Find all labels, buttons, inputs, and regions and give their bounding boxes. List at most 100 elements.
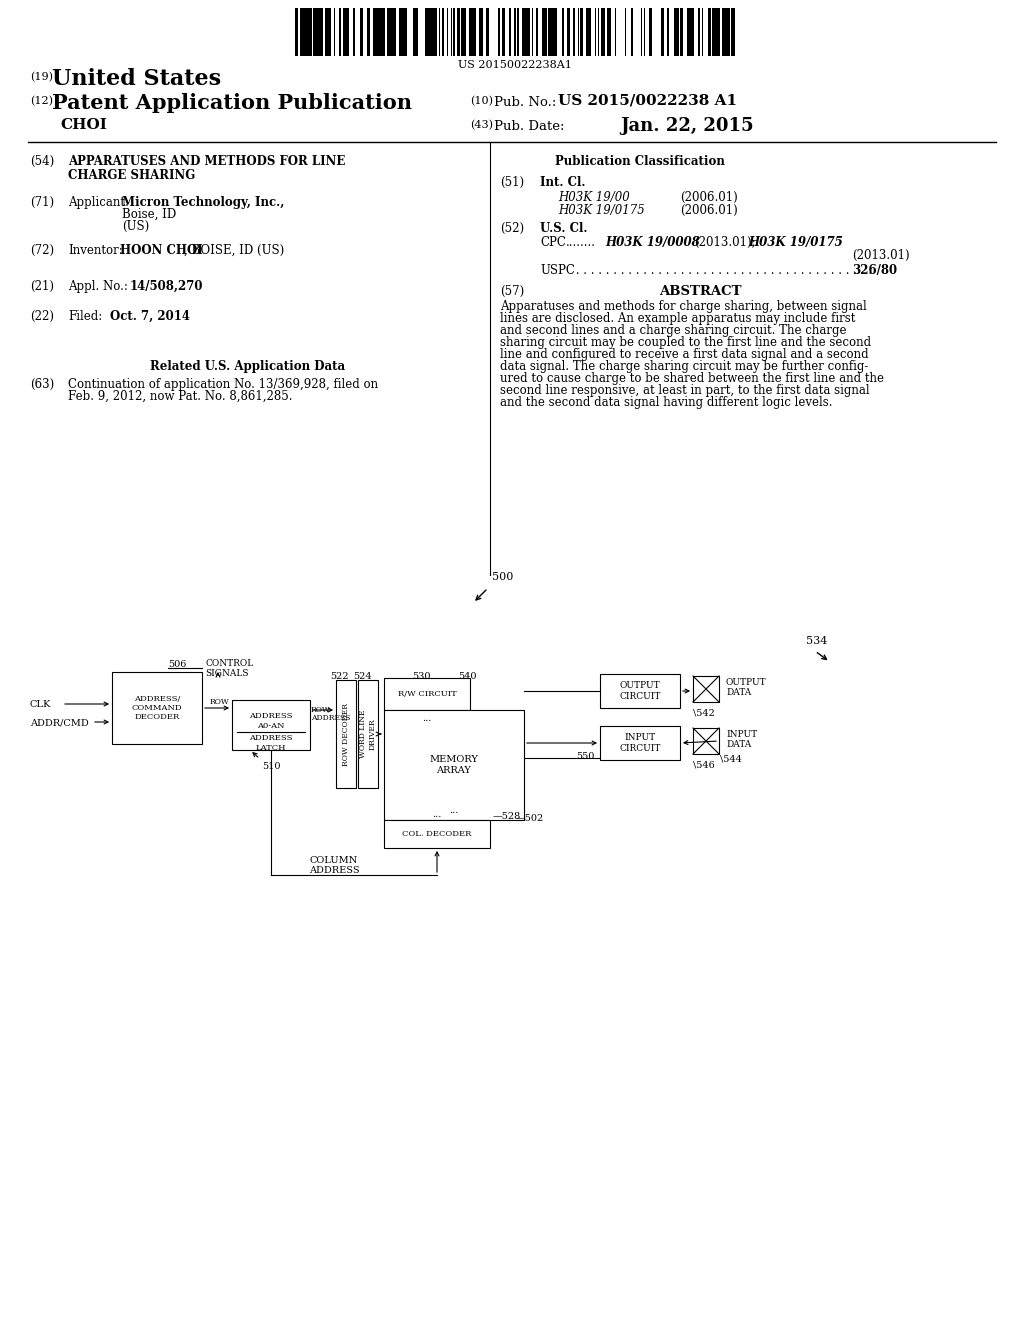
Text: 540: 540: [458, 672, 476, 681]
Bar: [713, 8, 716, 55]
Bar: [414, 8, 416, 55]
Text: (2006.01): (2006.01): [680, 205, 737, 216]
Text: ADDRESS: ADDRESS: [308, 866, 359, 875]
Text: OUTPUT
CIRCUIT: OUTPUT CIRCUIT: [620, 681, 660, 701]
Text: Jan. 22, 2015: Jan. 22, 2015: [620, 117, 754, 135]
Text: Appl. No.:: Appl. No.:: [68, 280, 128, 293]
Text: ROW: ROW: [311, 706, 331, 714]
Text: MEMORY
ARRAY: MEMORY ARRAY: [429, 755, 478, 775]
Text: ...: ...: [450, 807, 459, 814]
Text: lines are disclosed. An example apparatus may include first: lines are disclosed. An example apparatu…: [500, 312, 855, 325]
Text: SIGNALS: SIGNALS: [205, 669, 249, 678]
Text: (10): (10): [470, 96, 493, 107]
Text: 500: 500: [492, 572, 513, 582]
Text: H03K 19/00: H03K 19/00: [558, 191, 630, 205]
Text: ........: ........: [566, 236, 596, 249]
Text: (72): (72): [30, 244, 54, 257]
Text: sharing circuit may be coupled to the first line and the second: sharing circuit may be coupled to the fi…: [500, 337, 871, 348]
Bar: [377, 8, 381, 55]
Text: 522: 522: [330, 672, 348, 681]
Text: (19): (19): [30, 73, 53, 82]
Text: 534: 534: [806, 636, 827, 645]
Bar: [384, 710, 524, 820]
Text: , BOISE, ID (US): , BOISE, ID (US): [184, 244, 285, 257]
Bar: [327, 8, 331, 55]
Bar: [336, 680, 356, 788]
Text: COLUMN: COLUMN: [310, 855, 358, 865]
Bar: [353, 8, 355, 55]
Bar: [698, 8, 700, 55]
Bar: [469, 8, 471, 55]
Bar: [544, 8, 547, 55]
Text: data signal. The charge sharing circuit may be further config-: data signal. The charge sharing circuit …: [500, 360, 868, 374]
Bar: [306, 8, 309, 55]
Bar: [358, 680, 378, 788]
Bar: [360, 8, 362, 55]
Bar: [462, 8, 465, 55]
Text: Filed:: Filed:: [68, 310, 102, 323]
Bar: [600, 726, 680, 760]
Text: LATCH: LATCH: [256, 744, 287, 752]
Text: INPUT: INPUT: [726, 730, 757, 739]
Text: CPC: CPC: [540, 236, 566, 249]
Text: (71): (71): [30, 195, 54, 209]
Text: Applicant:: Applicant:: [68, 195, 129, 209]
Text: ured to cause charge to be shared between the first line and the: ured to cause charge to be shared betwee…: [500, 372, 884, 385]
Text: DATA: DATA: [726, 688, 752, 697]
Bar: [388, 8, 390, 55]
Bar: [725, 8, 728, 55]
Text: H03K 19/0175: H03K 19/0175: [748, 236, 843, 249]
Text: Apparatuses and methods for charge sharing, between signal: Apparatuses and methods for charge shari…: [500, 300, 866, 313]
Bar: [693, 676, 719, 702]
Bar: [430, 8, 434, 55]
Bar: [390, 8, 394, 55]
Bar: [693, 729, 719, 754]
Text: OUTPUT: OUTPUT: [726, 678, 767, 686]
Bar: [479, 8, 483, 55]
Bar: [562, 8, 564, 55]
Bar: [367, 8, 370, 55]
Bar: [522, 8, 525, 55]
Text: U.S. Cl.: U.S. Cl.: [540, 222, 588, 235]
Text: Pub. Date:: Pub. Date:: [494, 120, 564, 133]
Text: (57): (57): [500, 285, 524, 298]
Bar: [567, 8, 570, 55]
Text: and the second data signal having different logic levels.: and the second data signal having differ…: [500, 396, 833, 409]
Text: HOON CHOI: HOON CHOI: [120, 244, 203, 257]
Bar: [680, 8, 683, 55]
Text: CONTROL: CONTROL: [205, 659, 253, 668]
Bar: [542, 8, 544, 55]
Text: \544: \544: [720, 755, 741, 764]
Text: ADDRESS: ADDRESS: [311, 714, 350, 722]
Bar: [580, 8, 583, 55]
Text: 326/80: 326/80: [852, 264, 897, 277]
Text: H03K 19/0008: H03K 19/0008: [605, 236, 699, 249]
Bar: [677, 8, 679, 55]
Text: CLK: CLK: [30, 700, 51, 709]
Text: line and configured to receive a first data signal and a second: line and configured to receive a first d…: [500, 348, 868, 360]
Bar: [536, 8, 538, 55]
Text: Boise, ID: Boise, ID: [122, 209, 176, 220]
Text: (21): (21): [30, 280, 54, 293]
Bar: [112, 672, 202, 744]
Text: . . . . . . . . . . . . . . . . . . . . . . . . . . . . . . . . . . . . . . . .: . . . . . . . . . . . . . . . . . . . . …: [572, 264, 872, 277]
Bar: [295, 8, 298, 55]
Bar: [667, 8, 669, 55]
Bar: [525, 8, 527, 55]
Text: ROW DECODER: ROW DECODER: [342, 702, 350, 766]
Text: (2013.01);: (2013.01);: [694, 236, 756, 249]
Bar: [399, 8, 402, 55]
Bar: [402, 8, 406, 55]
Bar: [553, 8, 557, 55]
Bar: [709, 8, 711, 55]
Bar: [486, 8, 489, 55]
Bar: [474, 8, 476, 55]
Text: ROW: ROW: [209, 698, 229, 706]
Bar: [302, 8, 306, 55]
Text: Continuation of application No. 13/369,928, filed on: Continuation of application No. 13/369,9…: [68, 378, 378, 391]
Bar: [435, 8, 437, 55]
Bar: [325, 8, 327, 55]
Text: —502: —502: [516, 814, 544, 822]
Bar: [314, 8, 317, 55]
Text: 506: 506: [168, 660, 186, 669]
